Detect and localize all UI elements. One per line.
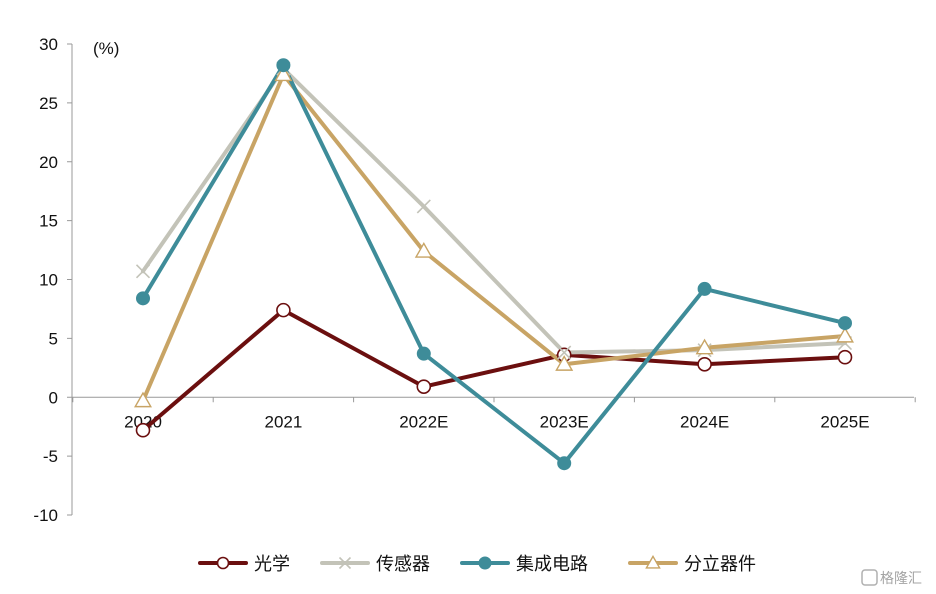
series-layer [133, 58, 855, 471]
data-point [557, 456, 572, 471]
y-tick-label: 5 [49, 329, 58, 348]
legend-label: 光学 [254, 554, 290, 575]
data-point [135, 422, 151, 438]
data-point [135, 264, 151, 279]
data-point [416, 379, 432, 394]
watermark: 格隆汇 [861, 569, 922, 587]
y-tick-label: 25 [39, 94, 58, 113]
y-tick-label: 15 [39, 212, 58, 231]
data-point [838, 316, 852, 331]
data-point [835, 326, 855, 343]
data-point [645, 554, 661, 569]
x-tick-label: 2021 [264, 412, 302, 431]
legend-item: 光学 [198, 554, 290, 575]
data-point [136, 291, 150, 306]
data-point [416, 199, 431, 214]
y-tick-label: 10 [39, 271, 58, 290]
series-line [141, 72, 847, 403]
watermark-text: 格隆汇 [880, 571, 922, 587]
legend-item: 分立器件 [628, 554, 756, 575]
data-point-stroke [338, 556, 352, 570]
legend-item: 集成电路 [460, 554, 588, 575]
series-line [141, 308, 847, 433]
data-point [697, 281, 712, 296]
data-point [133, 391, 153, 408]
data-point [837, 349, 853, 365]
x-tick-label: 2022E [399, 412, 448, 431]
data-point [274, 65, 293, 82]
data-point [478, 556, 492, 570]
axes: -10 -5 0 5 10 15 20 25 30 2020 2021 2022E 2023E 2024E… [33, 35, 916, 525]
y-tick-label: 20 [39, 153, 58, 172]
data-point [276, 58, 291, 73]
data-point [695, 338, 714, 355]
y-unit-label: (%) [93, 39, 119, 58]
data-point [338, 556, 352, 570]
data-point [555, 355, 574, 371]
y-tick-label: -10 [33, 506, 58, 525]
y-tick-label: 0 [49, 388, 58, 407]
data-point-stroke [557, 345, 572, 360]
data-point [216, 556, 230, 570]
y-tick-label: -5 [43, 447, 58, 466]
x-tick-label: 2023E [540, 412, 589, 431]
x-tick-label: 2025E [820, 412, 869, 431]
legend: 光学 传感器 集成电路 分立器件 [198, 554, 756, 575]
data-point [414, 242, 433, 258]
watermark-icon [861, 569, 878, 586]
legend-item: 传感器 [320, 554, 430, 575]
y-tick-label: 30 [39, 35, 58, 54]
x-tick-label: 2020 [124, 412, 162, 431]
data-point-stroke [416, 199, 431, 214]
series-line [141, 63, 847, 466]
legend-label: 分立器件 [684, 554, 756, 575]
data-point [697, 356, 712, 372]
legend-label: 传感器 [376, 554, 430, 575]
data-point [557, 345, 572, 360]
legend-label: 集成电路 [516, 554, 588, 575]
data-point [416, 346, 431, 361]
x-tick-label: 2024E [680, 412, 729, 431]
data-point-stroke [135, 264, 151, 279]
data-point [276, 302, 291, 318]
